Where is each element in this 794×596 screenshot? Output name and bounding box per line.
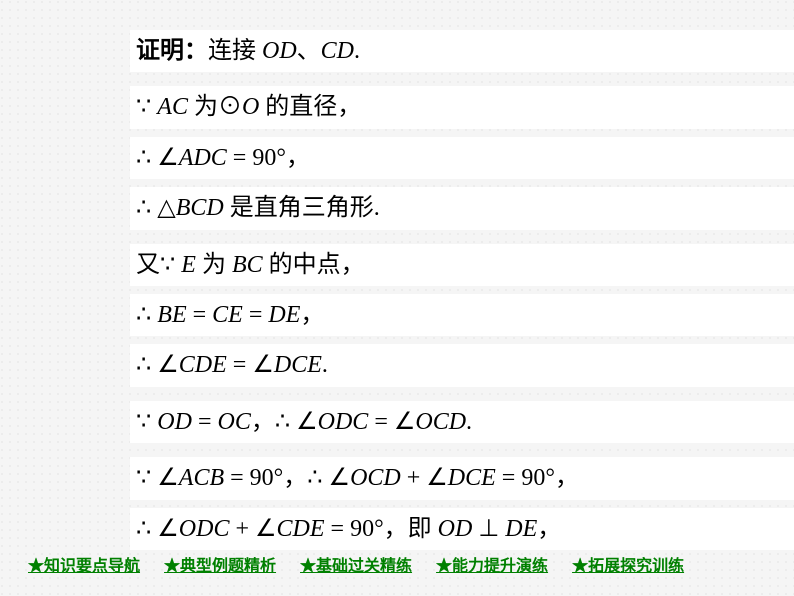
nav-link-extend[interactable]: ★拓展探究训练: [572, 552, 684, 576]
nav-link-knowledge[interactable]: ★知识要点导航: [28, 552, 140, 576]
footer-nav: ★知识要点导航 ★典型例题精析 ★基础过关精练 ★能力提升演练 ★拓展探究训练: [28, 552, 766, 576]
proof-line: ∴ △BCD 是直角三角形.: [130, 187, 794, 229]
proof-line: ∴ ∠ADC = 90°，: [130, 137, 794, 179]
nav-link-ability[interactable]: ★能力提升演练: [436, 552, 548, 576]
nav-link-examples[interactable]: ★典型例题精析: [164, 552, 276, 576]
proof-body: 证明：连接 OD、CD. ∵ AC 为⊙O 的直径， ∴ ∠ADC = 90°，…: [0, 0, 794, 550]
proof-line: ∴ ∠CDE = ∠DCE.: [130, 344, 794, 386]
nav-link-basics[interactable]: ★基础过关精练: [300, 552, 412, 576]
proof-line: ∵ ∠ACB = 90°，∴ ∠OCD + ∠DCE = 90°，: [130, 457, 794, 499]
proof-line: ∴ BE = CE = DE，: [130, 294, 794, 336]
proof-line: 又∵ E 为 BC 的中点，: [130, 244, 794, 286]
proof-line: ∵ OD = OC，∴ ∠ODC = ∠OCD.: [130, 401, 794, 443]
proof-line: ∴ ∠ODC + ∠CDE = 90°，即 OD ⊥ DE，: [130, 508, 794, 550]
proof-line: ∵ AC 为⊙O 的直径，: [130, 86, 794, 128]
proof-line: 证明：连接 OD、CD.: [130, 30, 794, 72]
